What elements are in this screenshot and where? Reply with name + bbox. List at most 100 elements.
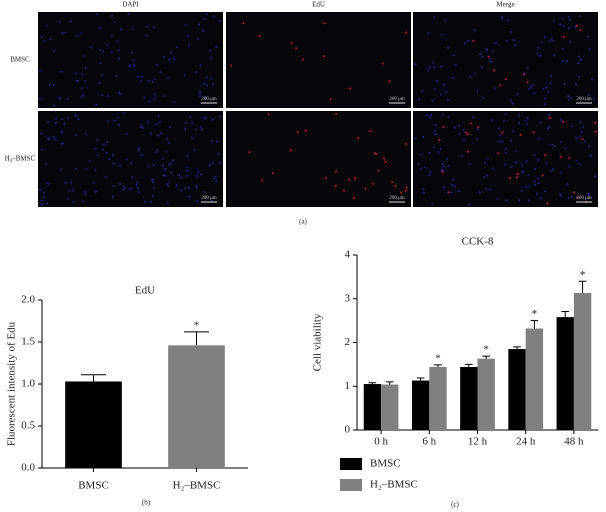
- edu-cell: [470, 122, 473, 125]
- nucleus: [445, 91, 448, 93]
- y-tick-label: 0: [345, 424, 351, 436]
- nucleus: [96, 13, 98, 16]
- nucleus: [187, 186, 190, 189]
- nucleus: [547, 91, 550, 94]
- nucleus: [153, 164, 155, 167]
- edu-cell: [526, 81, 529, 84]
- nucleus: [54, 122, 57, 124]
- nucleus: [55, 117, 58, 120]
- nucleus: [197, 171, 200, 174]
- nucleus: [435, 80, 438, 82]
- nucleus: [48, 83, 51, 86]
- nucleus: [421, 90, 424, 93]
- nucleus: [151, 178, 153, 181]
- nucleus: [499, 134, 502, 137]
- nucleus: [215, 180, 218, 182]
- nucleus: [552, 40, 555, 42]
- nucleus: [570, 125, 573, 128]
- nucleus: [167, 141, 170, 144]
- nucleus: [575, 137, 577, 140]
- nucleus: [440, 93, 442, 96]
- nucleus: [90, 46, 93, 49]
- edu-cell: [581, 138, 584, 141]
- nucleus: [164, 168, 167, 171]
- nucleus: [119, 93, 122, 96]
- nucleus: [458, 133, 461, 136]
- nucleus: [195, 186, 198, 189]
- nucleus: [588, 194, 590, 197]
- nucleus: [504, 112, 507, 115]
- nucleus: [49, 38, 52, 41]
- nucleus: [491, 119, 494, 122]
- nucleus: [578, 15, 581, 18]
- nucleus: [158, 121, 161, 124]
- significance: *: [483, 344, 489, 356]
- nucleus: [219, 161, 222, 164]
- nucleus: [141, 75, 144, 78]
- nucleus: [150, 200, 152, 203]
- nucleus: [47, 120, 49, 123]
- edu-cell: [523, 73, 526, 76]
- edu-cell: [295, 47, 298, 50]
- nucleus: [530, 86, 532, 88]
- nucleus: [151, 194, 154, 197]
- nucleus: [533, 180, 536, 183]
- nucleus: [491, 50, 494, 52]
- nucleus: [537, 138, 540, 140]
- nucleus: [142, 126, 145, 129]
- nucleus: [210, 57, 213, 60]
- nucleus: [578, 75, 581, 78]
- nucleus: [507, 19, 509, 22]
- nucleus: [544, 190, 546, 193]
- panel-caption: (b): [142, 499, 151, 507]
- nucleus: [428, 174, 431, 177]
- nucleus: [94, 148, 97, 150]
- error-bar: [385, 381, 394, 385]
- nucleus: [493, 87, 496, 89]
- nucleus: [588, 48, 591, 51]
- nucleus: [496, 197, 499, 200]
- nucleus: [559, 140, 562, 143]
- nucleus: [139, 80, 142, 82]
- edu-cell: [248, 151, 251, 154]
- nucleus: [514, 44, 516, 47]
- nucleus: [123, 186, 126, 189]
- nucleus: [536, 52, 539, 55]
- nucleus: [457, 124, 460, 127]
- nucleus: [466, 39, 469, 42]
- nucleus: [117, 124, 120, 126]
- nucleus: [191, 137, 194, 140]
- nucleus: [75, 168, 78, 170]
- x-tick-label: 48 h: [564, 436, 584, 448]
- nucleus: [206, 76, 208, 79]
- nucleus: [537, 177, 540, 180]
- edu-cell: [548, 116, 551, 119]
- edu-cell: [394, 185, 397, 188]
- nucleus: [429, 116, 432, 119]
- nucleus: [137, 147, 140, 150]
- nucleus: [482, 96, 485, 99]
- nucleus: [176, 46, 178, 49]
- nucleus: [552, 168, 554, 171]
- nucleus: [184, 73, 186, 76]
- micrograph: [226, 111, 411, 207]
- edu-cell: [354, 177, 357, 180]
- nucleus: [562, 25, 565, 27]
- nucleus: [108, 158, 111, 160]
- nucleus: [82, 94, 84, 97]
- nucleus: [565, 60, 568, 63]
- nucleus: [433, 16, 436, 19]
- nucleus: [188, 195, 191, 198]
- nucleus: [203, 191, 206, 193]
- nucleus: [205, 117, 207, 120]
- nucleus: [441, 33, 443, 36]
- nucleus: [82, 200, 85, 203]
- error-bar: [416, 377, 425, 381]
- nucleus: [112, 184, 115, 187]
- nucleus: [147, 79, 150, 82]
- bar: [508, 349, 526, 430]
- nucleus: [468, 163, 471, 166]
- nucleus: [74, 134, 77, 137]
- nucleus: [574, 26, 577, 29]
- nucleus: [199, 64, 202, 67]
